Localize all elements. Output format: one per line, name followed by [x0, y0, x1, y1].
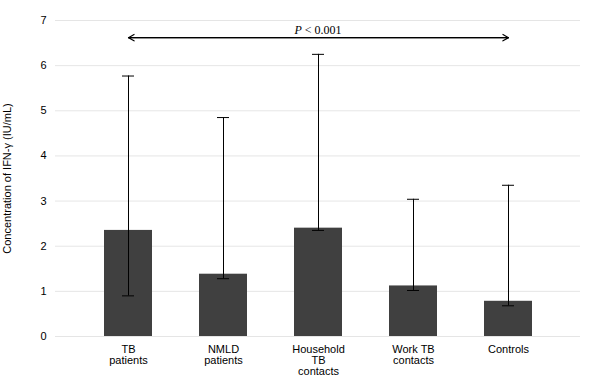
svg-text:5: 5 [40, 104, 46, 116]
svg-text:0: 0 [40, 330, 46, 342]
svg-text:Concentration of IFN-γ (IU/mL): Concentration of IFN-γ (IU/mL) [1, 103, 13, 253]
svg-text:P < 0.001: P < 0.001 [293, 23, 341, 37]
svg-text:6: 6 [40, 59, 46, 71]
svg-text:2: 2 [40, 240, 46, 252]
svg-text:Controls: Controls [488, 343, 529, 355]
svg-text:1: 1 [40, 285, 46, 297]
svg-text:HouseholdTBcontacts: HouseholdTBcontacts [292, 343, 345, 377]
svg-text:3: 3 [40, 195, 46, 207]
svg-text:Work TBcontacts: Work TBcontacts [392, 343, 434, 366]
svg-text:4: 4 [40, 149, 46, 161]
svg-text:NMLDpatients: NMLDpatients [204, 343, 243, 366]
svg-text:7: 7 [40, 14, 46, 26]
svg-text:TBpatients: TBpatients [109, 343, 148, 366]
